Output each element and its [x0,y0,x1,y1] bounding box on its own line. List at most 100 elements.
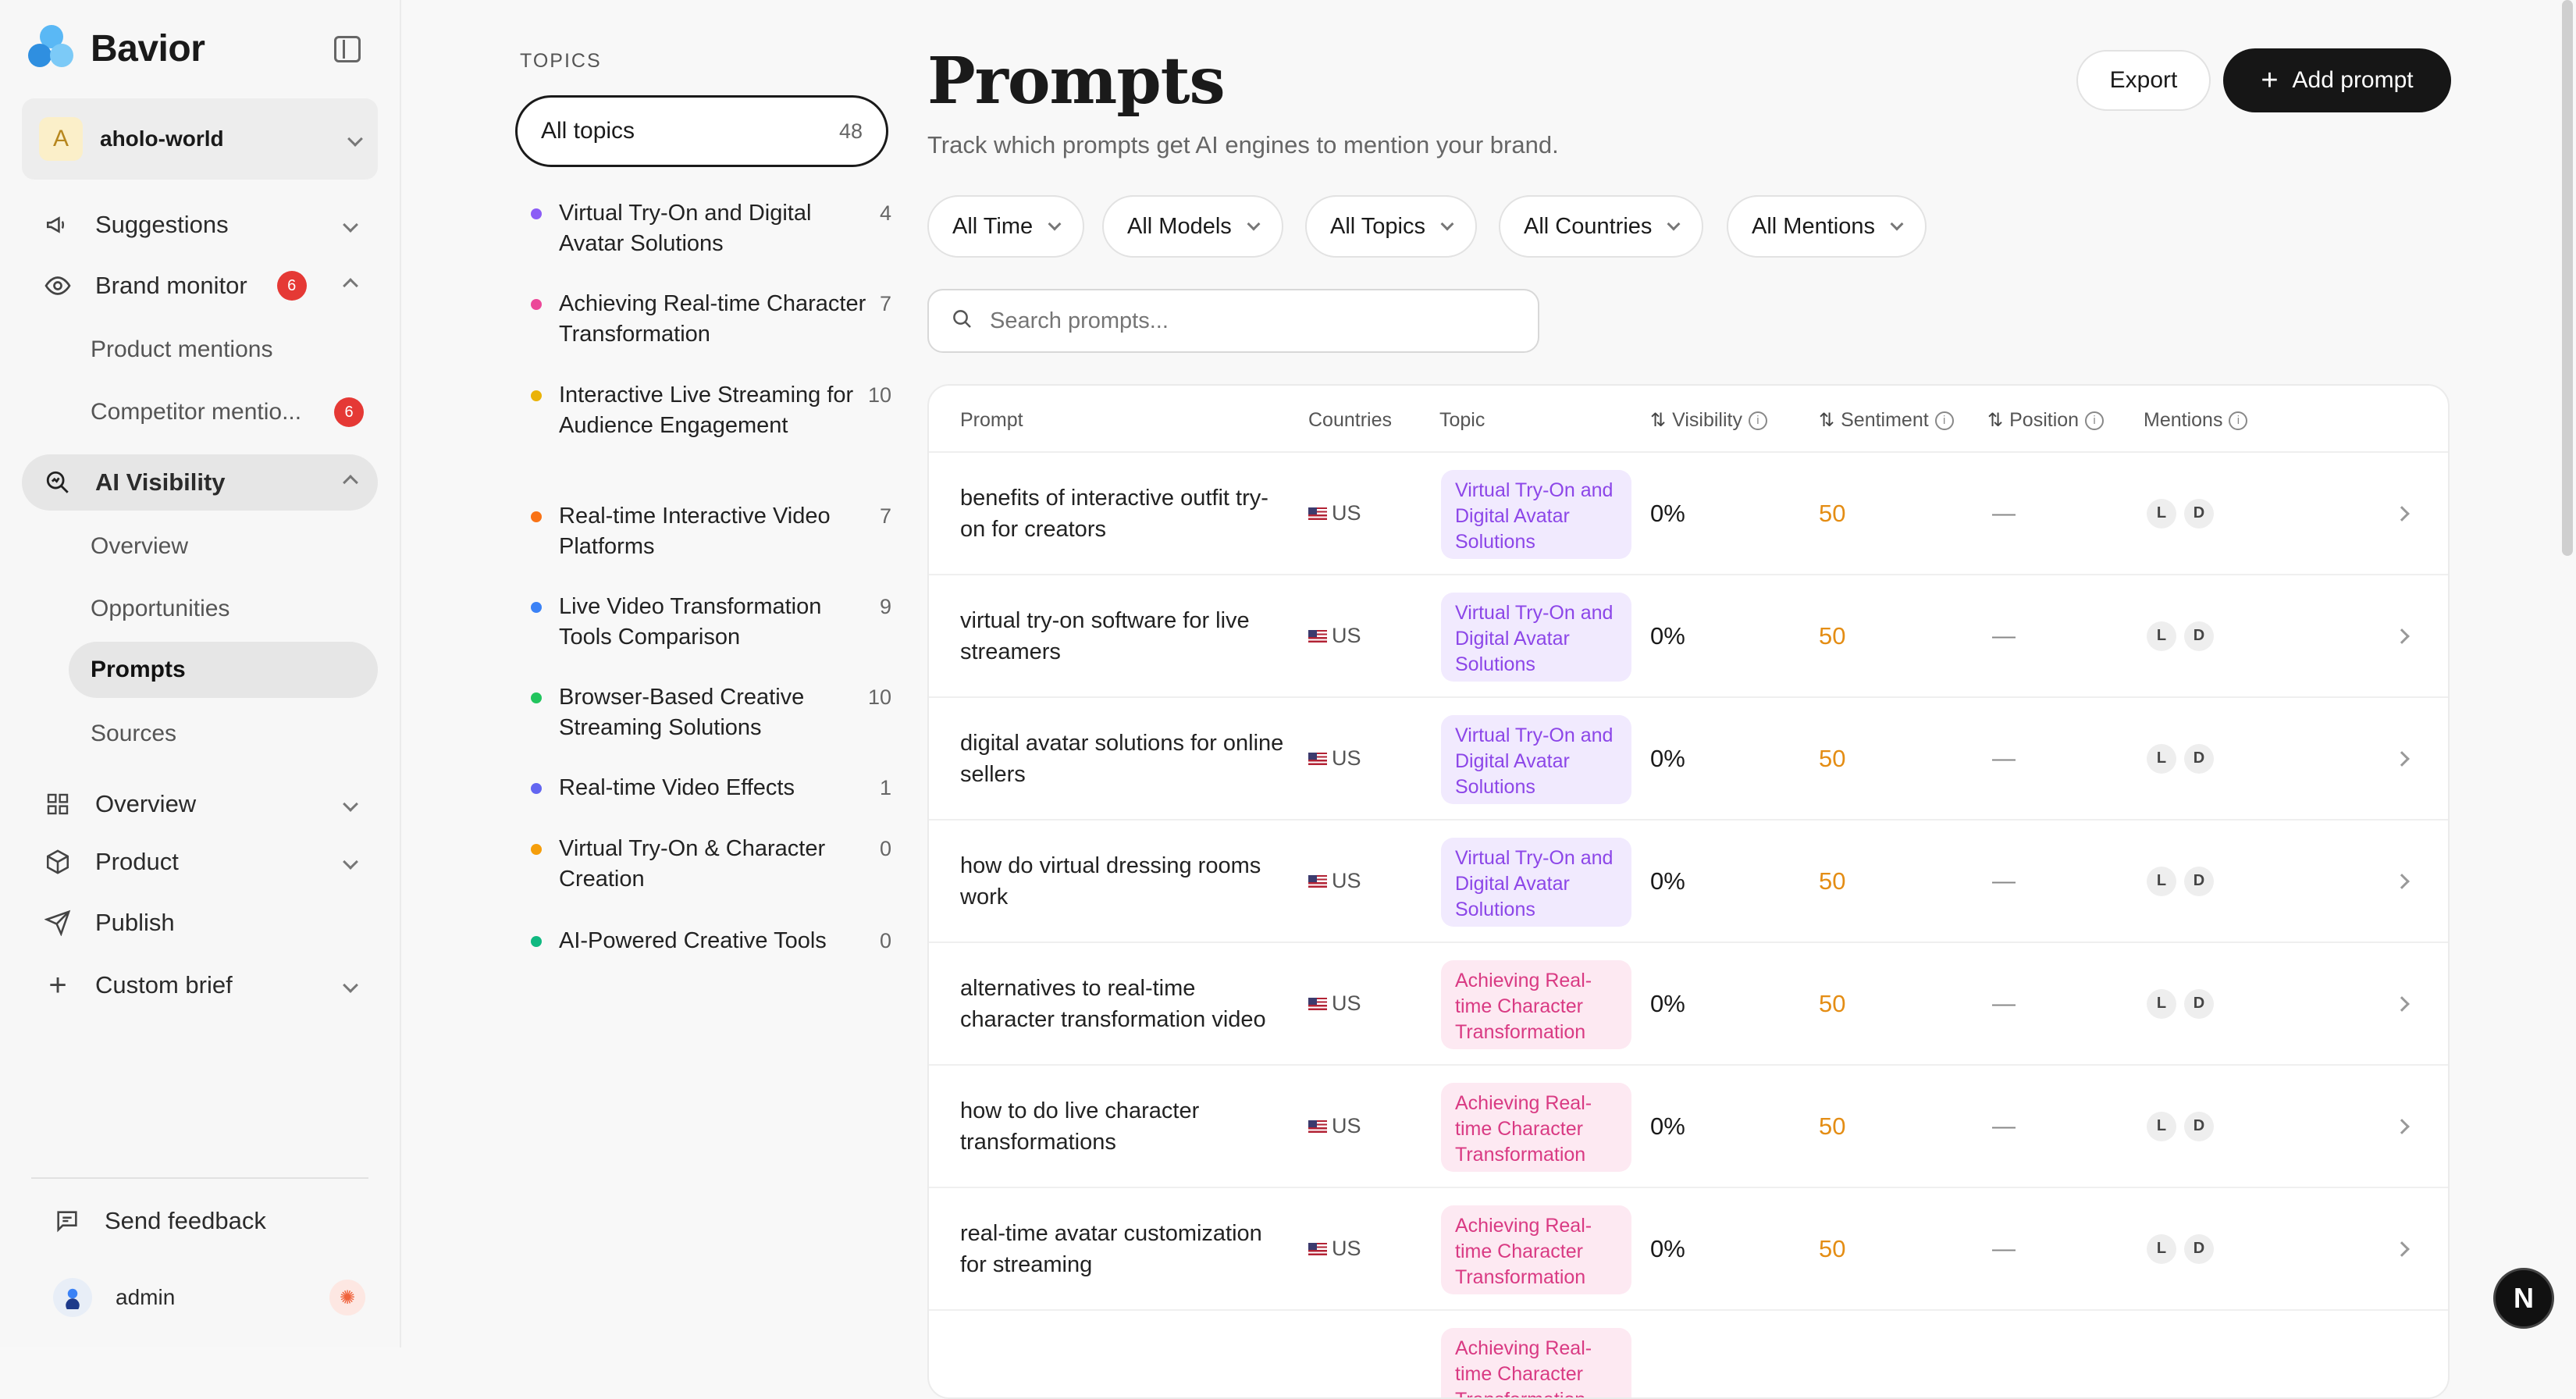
search-box[interactable] [927,289,1539,353]
header-label: Sentiment [1841,409,1929,431]
topic-item[interactable]: Interactive Live Streaming for Audience … [531,380,891,441]
workspace-name: aholo-world [100,126,224,151]
nav-label: AI Visibility [95,468,226,496]
sidebar: Bavior A aholo-world Suggestions Brand m… [0,0,401,1347]
nav-label: Publish [95,909,175,936]
brand-logo[interactable]: Bavior [28,23,205,73]
position-value: — [1992,1112,2016,1139]
chevron-right-icon[interactable] [2394,1188,2410,1309]
sparkle-icon[interactable]: ✺ [329,1280,365,1315]
nav-label: Product [95,848,179,875]
table-row[interactable]: alternatives to real-time character tran… [929,943,2448,1066]
us-flag-icon [1308,629,1327,643]
table-row[interactable]: real-time avatar customization for strea… [929,1188,2448,1311]
header-label: Mentions [2144,409,2223,431]
filter-countries[interactable]: All Countries [1499,195,1704,258]
nav-overview[interactable]: Overview [22,776,378,832]
table-row[interactable]: benefits of interactive outfit try-on fo… [929,453,2448,575]
chevron-right-icon[interactable] [2394,1066,2410,1187]
visibility-value: 0% [1650,744,1685,772]
header-label: Prompt [960,409,1023,431]
topic-item[interactable]: Live Video Transformation Tools Comparis… [531,592,891,653]
nav-brand-monitor[interactable]: Brand monitor 6 [22,258,378,314]
all-topics-button[interactable]: All topics 48 [515,95,888,167]
info-icon[interactable]: i [2229,411,2248,430]
nav-label: Brand monitor [95,272,247,299]
topic-item[interactable]: Real-time Video Effects 1 [531,773,891,803]
table-row[interactable]: how do virtual dressing rooms work US Virt… [929,821,2448,943]
topic-tag: Virtual Try-On and Digital Avatar Soluti… [1441,715,1631,804]
page-title: Prompts [927,44,1226,119]
chevron-right-icon[interactable] [2394,943,2410,1064]
chevron-down-icon [343,977,358,993]
search-icon [951,308,974,335]
visibility-value: 0% [1650,989,1685,1017]
chevron-right-icon[interactable] [2394,821,2410,942]
topic-item[interactable]: Virtual Try-On & Character Creation 0 [531,834,891,895]
next-dev-button[interactable]: N [2493,1268,2554,1329]
filter-label: All Mentions [1752,213,1875,239]
filter-mentions[interactable]: All Mentions [1727,195,1927,258]
nav-label: Suggestions [95,211,229,238]
country-code: US [1332,1237,1361,1260]
export-button[interactable]: Export [2076,50,2211,111]
collapse-sidebar-icon[interactable] [334,36,361,62]
topic-label: AI-Powered Creative Tools [559,928,827,953]
nav-opportunities[interactable]: Opportunities [69,581,378,637]
table-row[interactable]: digital avatar solutions for online sell… [929,698,2448,821]
info-icon[interactable]: i [2085,411,2105,430]
topic-item[interactable]: Achieving Real-time Character Transforma… [531,289,891,350]
column-position[interactable]: ⇅ Position i [1987,409,2105,432]
position-value: — [1992,622,2016,649]
all-topics-count: 48 [838,119,863,143]
nav-product-mentions[interactable]: Product mentions [69,322,378,378]
workspace-switcher[interactable]: A aholo-world [22,98,378,180]
filter-label: All Time [952,213,1034,239]
add-prompt-button[interactable]: + Add prompt [2223,48,2451,112]
avatar [53,1278,92,1317]
brand-name: Bavior [91,27,205,69]
chevron-right-icon[interactable] [2394,453,2410,574]
column-prompt: Prompt [960,409,1023,432]
table-row[interactable]: Achieving Real-time Character Transforma… [929,1311,2448,1397]
topic-item[interactable]: Browser-Based Creative Streaming Solutio… [531,682,891,743]
nav-prompts[interactable]: Prompts [69,642,378,698]
chevron-right-icon[interactable] [2394,575,2410,696]
nav-suggestions[interactable]: Suggestions [22,197,378,253]
table-row[interactable]: virtual try-on software for live streame… [929,575,2448,698]
topic-count: 4 [879,201,891,225]
chevron-right-icon[interactable] [2394,698,2410,819]
table-row[interactable]: how to do live character transformations… [929,1066,2448,1188]
user-menu[interactable]: admin ✺ [31,1269,387,1326]
nav-product[interactable]: Product [22,834,378,890]
column-visibility[interactable]: ⇅ Visibility i [1650,409,1767,432]
nav-ai-visibility[interactable]: AI Visibility [22,454,378,511]
prompt-text: virtual try-on software for live streame… [960,607,1250,664]
topic-item[interactable]: AI-Powered Creative Tools 0 [531,926,891,956]
search-input[interactable] [990,308,1516,334]
send-feedback-button[interactable]: Send feedback [31,1193,387,1249]
filter-models[interactable]: All Models [1102,195,1283,258]
column-sentiment[interactable]: ⇅ Sentiment i [1819,409,1954,432]
prompt-text [960,1311,1288,1397]
filter-time[interactable]: All Time [927,195,1085,258]
scrollbar[interactable] [2562,0,2573,556]
nav-sources[interactable]: Sources [69,706,378,762]
column-mentions: Mentions i [2144,409,2248,432]
filter-topics[interactable]: All Topics [1305,195,1477,258]
mention-badge: D [2184,988,2214,1019]
nav-overview-sub[interactable]: Overview [69,518,378,575]
message-icon [53,1207,81,1235]
topic-color-dot [531,783,542,794]
info-icon[interactable]: i [1934,411,1954,430]
info-icon[interactable]: i [1748,411,1767,430]
prompt-text: real-time avatar customization for strea… [960,1220,1262,1277]
country-code: US [1332,869,1361,892]
topic-item[interactable]: Virtual Try-On and Digital Avatar Soluti… [531,198,891,259]
nav-publish[interactable]: Publish [22,895,378,951]
chevron-down-icon [347,131,363,147]
topic-item[interactable]: Real-time Interactive Video Platforms 7 [531,501,891,562]
nav-competitor-mentions[interactable]: Competitor mentio... 6 [69,384,378,440]
nav-custom-brief[interactable]: + Custom brief [22,957,378,1013]
